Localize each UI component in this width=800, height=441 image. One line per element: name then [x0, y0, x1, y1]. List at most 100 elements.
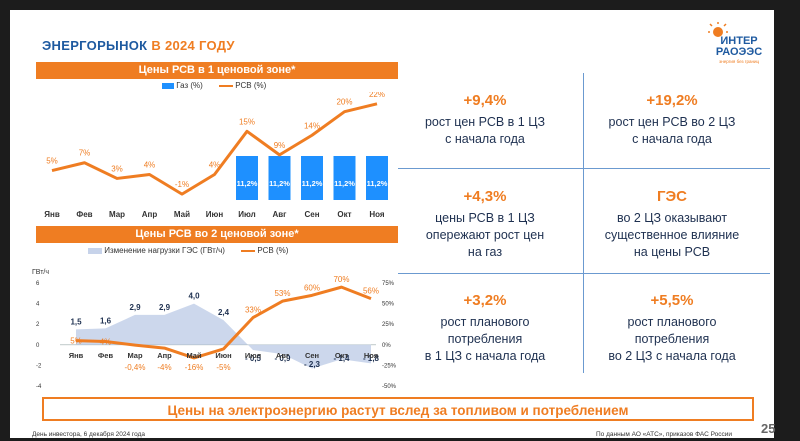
page-number: 25 [761, 421, 776, 436]
stat-text: во 2 ЦЗ оказывают существенное влияние н… [604, 211, 740, 259]
y-tick-right: 75% [382, 281, 395, 287]
footer-left: День инвестора, 6 декабря 2024 года [32, 431, 146, 438]
slide: ЭНЕРГОРЫНОК В 2024 ГОДУ ИНТЕР РАОЭЭС эне… [10, 10, 776, 438]
rsv2-data-label: -0,4% [125, 363, 146, 372]
x-tick-label: Мар [127, 351, 143, 360]
chart1-title: Цены РСВ в 1 ценовой зоне* [36, 62, 398, 79]
stat-hydro: ГЭС во 2 ЦЗ оказывают существенное влиян… [582, 188, 762, 261]
stat-rsv2-growth: +19,2% рост цен РСВ во 2 ЦЗ с начала год… [582, 92, 762, 148]
legend-rsv2-swatch [241, 249, 256, 252]
rsv2-data-label: -16% [185, 363, 204, 372]
legend-gas-swatch [162, 82, 174, 89]
y-tick-left: 0 [36, 343, 40, 349]
rsv2-data-label: 4% [100, 338, 112, 347]
stat-consumption-z1: +3,2% рост планового потребления в 1 ЦЗ … [395, 292, 575, 365]
x-tick-label: Июн [215, 351, 231, 360]
rsv2-data-label: 60% [304, 283, 320, 292]
gas-bar [301, 156, 323, 200]
y-tick-left: 4 [36, 302, 40, 308]
y-axis-left-label: ГВт/ч [32, 269, 49, 276]
gas-bar [366, 156, 388, 200]
stat-text: рост планового потребления в 1 ЦЗ с нача… [424, 315, 546, 363]
y-tick-left: -2 [36, 363, 42, 369]
rsv-data-label: 15% [239, 117, 255, 126]
conclusion-banner: Цены на электроэнергию растут вслед за т… [42, 397, 754, 421]
slide-title: ЭНЕРГОРЫНОК В 2024 ГОДУ [42, 38, 235, 53]
y-tick-left: -4 [36, 384, 42, 390]
legend-rsv1-swatch [219, 84, 234, 87]
hydro-data-label: 2,4 [218, 308, 230, 317]
rsv2-data-label: 5% [70, 337, 82, 346]
gas-bar-label: 11,2% [367, 179, 388, 188]
hydro-area [76, 303, 371, 369]
rsv2-data-label: 53% [274, 289, 290, 298]
rsv2-data-label: 33% [245, 306, 261, 315]
x-tick-label: Окт [335, 351, 349, 360]
x-tick-label: Авг [276, 351, 289, 360]
stat-rsv1-growth: +9,4% рост цен РСВ в 1 ЦЗ с начала года [395, 92, 575, 148]
x-tick-label: Июл [238, 210, 255, 219]
x-tick-label: Сен [304, 210, 319, 219]
hydro-data-label: - 0,5 [245, 354, 262, 363]
x-tick-label: Май [174, 210, 190, 219]
legend-hydro-swatch [88, 247, 102, 254]
stat-value: ГЭС [656, 188, 687, 205]
hydro-data-label: 1,5 [70, 317, 82, 326]
stat-text: рост цен РСВ во 2 ЦЗ с начала года [608, 115, 736, 146]
x-tick-label: Фев [76, 210, 92, 219]
x-tick-label: Май [186, 351, 202, 360]
x-tick-label: Мар [109, 210, 125, 219]
chart2-plot: ГВт/ч 6 4 2 0 -2 -4 75% 50% 25% 0% -25% -50% 1,5 1,6 2,… [32, 269, 397, 390]
stat-value: +3,2% [463, 292, 507, 309]
x-tick-label: Окт [337, 210, 351, 219]
gas-bar-label: 11,2% [237, 179, 258, 188]
stat-text: рост планового потребления во 2 ЦЗ с нач… [608, 315, 736, 363]
legend-rsv1-label: РСВ (%) [235, 81, 267, 90]
rsv-data-label: 7% [79, 149, 91, 158]
stat-text: цены РСВ в 1 ЦЗ опережают рост цен на га… [425, 211, 545, 259]
logo-line1: ИНТЕР [720, 35, 757, 47]
y-tick-right: 0% [382, 343, 391, 349]
rsv2-data-label: -5% [216, 363, 230, 372]
hydro-data-label: 2,9 [129, 303, 141, 312]
stat-value: +4,3% [463, 188, 507, 205]
legend-hydro-label: Изменение нагрузки ГЭС (ГВт/ч) [104, 246, 225, 255]
y-tick-right: 25% [382, 322, 395, 328]
grid-divider-1 [398, 168, 770, 169]
grid-vertical-divider [583, 73, 584, 373]
grid-divider-2 [398, 273, 770, 274]
rsv-data-label: -1% [175, 180, 189, 189]
gas-bar [333, 156, 356, 200]
gas-bar [268, 156, 291, 200]
x-tick-label: Апр [142, 210, 158, 219]
rsv-data-label: 22% [369, 92, 385, 99]
x-tick-label: Авг [272, 210, 287, 219]
chart2-legend: Изменение нагрузки ГЭС (ГВт/ч) РСВ (%) [88, 246, 288, 255]
x-tick-label: Июл [245, 351, 262, 360]
x-tick-label: Ноя [364, 351, 378, 360]
legend-gas-label: Газ (%) [176, 81, 203, 90]
y-tick-right: 50% [382, 302, 395, 308]
stat-rsv1-vs-gas: +4,3% цены РСВ в 1 ЦЗ опережают рост цен… [395, 188, 575, 261]
logo-tagline: энергия без границ [719, 59, 760, 64]
rsv-data-label: 9% [274, 141, 286, 150]
footer-right: По данным АО «АТС», приказов ФАС России [596, 431, 733, 438]
x-tick-label: Июн [206, 210, 224, 219]
y-tick-left: 6 [36, 281, 40, 287]
x-tick-label: Сен [305, 351, 319, 360]
gas-bar-label: 11,2% [269, 179, 290, 188]
logo-line2: РАОЭЭС [716, 46, 762, 58]
stat-value: +9,4% [463, 92, 507, 109]
gas-bar [236, 156, 258, 200]
stat-value: +5,5% [650, 292, 694, 309]
x-tick-label: Апр [157, 351, 172, 360]
hydro-data-label: - 1,8 [363, 354, 380, 363]
company-logo: ИНТЕР РАОЭЭС энергия без границ [708, 22, 762, 64]
rsv-data-label: 3% [111, 164, 123, 173]
gas-bar-label: 11,2% [334, 179, 355, 188]
y-tick-left: 2 [36, 322, 40, 328]
rsv-data-label: 20% [336, 98, 352, 107]
x-tick-label: Янв [69, 351, 84, 360]
stat-consumption-z2: +5,5% рост планового потребления во 2 ЦЗ… [582, 292, 762, 365]
rsv-data-label: 4% [209, 161, 221, 170]
